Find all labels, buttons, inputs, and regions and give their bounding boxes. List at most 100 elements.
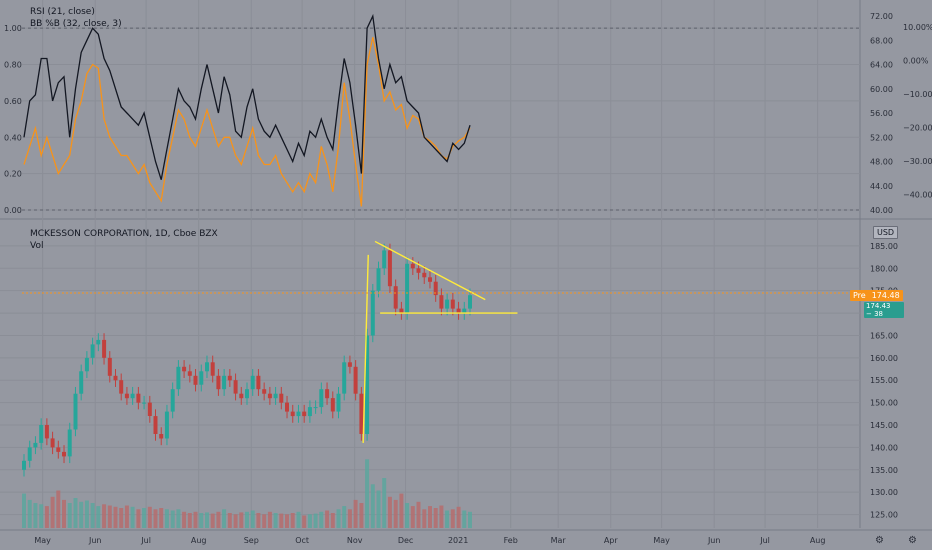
candle-body [439, 295, 444, 309]
candle-body [119, 380, 124, 394]
volume-bar [193, 511, 198, 529]
rsi-line [23, 13, 471, 180]
candle-body [164, 411, 169, 439]
volume-bar [227, 513, 232, 528]
candle-body [279, 393, 284, 403]
pre-market-badge: Pre 174.48 [850, 290, 903, 301]
time-axis-label: Jun [88, 536, 102, 545]
candle-body [468, 295, 472, 309]
volume-bar [33, 503, 38, 528]
candle-body [256, 375, 261, 390]
settings-icon[interactable]: ⚙ [908, 535, 917, 546]
indicator-legend: RSI (21, close) BB %B (32, close, 3) [30, 6, 122, 30]
candle-body [44, 425, 49, 439]
candle-body [130, 393, 135, 399]
volume-bar [136, 509, 141, 529]
candle-body [370, 290, 375, 336]
time-axis-label: Aug [810, 536, 826, 545]
candle-body [450, 299, 455, 309]
candle-body [113, 375, 118, 381]
candle-body [387, 250, 392, 287]
candle-body [353, 366, 358, 394]
candle-body [296, 411, 301, 417]
gear-icon[interactable]: ⚙ [875, 535, 884, 546]
far-right-axis-label: −40.00% [903, 191, 932, 200]
volume-bar [216, 511, 221, 529]
volume-bar [382, 478, 387, 528]
left-axis-label: 0.40 [4, 133, 22, 142]
candle-body [176, 366, 181, 390]
volume-bar [468, 511, 472, 529]
volume-bar [387, 496, 392, 529]
candle-body [290, 411, 295, 417]
far-right-axis-label: 0.00% [903, 57, 929, 66]
candle-body [170, 389, 175, 412]
trendline [362, 254, 369, 443]
volume-bar [79, 501, 84, 529]
candle-body [210, 362, 215, 376]
volume-bar [56, 490, 61, 528]
candle-body [330, 398, 335, 412]
volume-bar [182, 511, 187, 529]
candle-body [267, 393, 272, 399]
right-axis-label: 68.00 [870, 36, 893, 45]
volume-bar [285, 514, 289, 528]
candle-body [233, 380, 238, 394]
right-axis-label: 40.00 [870, 206, 893, 215]
right-axis-label: 44.00 [870, 182, 893, 191]
candle-body [102, 339, 107, 358]
price-axis-label: 130.00 [870, 488, 898, 497]
time-axis-label: Apr [604, 536, 619, 545]
volume-bar [147, 506, 152, 529]
volume-bar [50, 496, 55, 529]
volume-bar [159, 508, 164, 528]
volume-bar [302, 515, 307, 528]
volume-bar [27, 499, 32, 528]
left-axis-label: 0.60 [4, 97, 22, 106]
price-axis-label: 185.00 [870, 242, 898, 251]
time-axis-label: Dec [398, 536, 413, 545]
volume-bar [96, 506, 101, 528]
price-legend: MCKESSON CORPORATION, 1D, Cboe BZX Vol [30, 228, 218, 252]
candle-body [336, 393, 341, 412]
candle-body [205, 362, 209, 372]
candle-body [222, 375, 227, 390]
volume-bar [199, 513, 204, 528]
indicator-pane [23, 13, 471, 207]
candle-body [422, 272, 427, 278]
volume-bar [119, 508, 124, 528]
time-axis-label: Nov [347, 536, 363, 545]
volume-bar [313, 513, 318, 528]
last-delta: − 38 [866, 310, 883, 318]
volume-bar [210, 513, 215, 528]
currency-badge[interactable]: USD [873, 226, 899, 239]
last-price: 174.43 [866, 302, 891, 310]
far-right-axis-label: −20.00% [903, 124, 932, 133]
candle-body [96, 339, 101, 345]
candle-body [142, 402, 147, 404]
volume-bar [205, 512, 209, 528]
grid-lines [0, 0, 932, 531]
time-axis-label: Mar [551, 536, 567, 545]
right-axis-label: 52.00 [870, 133, 893, 142]
candle-body [382, 250, 387, 269]
time-axis-label: Aug [191, 536, 207, 545]
candle-body [365, 335, 370, 434]
volume-bar [330, 513, 335, 528]
volume-bar [262, 514, 267, 528]
candle-body [124, 393, 129, 399]
price-axis-label: 145.00 [870, 421, 898, 430]
candle-body [347, 362, 352, 367]
volume-bar [342, 506, 347, 528]
volume-bar [353, 499, 358, 528]
volume-bar [307, 514, 312, 528]
left-axis-label: 0.80 [4, 61, 22, 70]
candle-body [307, 407, 312, 417]
candle-body [456, 308, 461, 314]
volume-bar [102, 504, 107, 529]
candle-body [273, 393, 278, 399]
candle-body [433, 281, 438, 296]
left-axis-label: 0.20 [4, 170, 22, 179]
price-axis-label: 155.00 [870, 376, 898, 385]
